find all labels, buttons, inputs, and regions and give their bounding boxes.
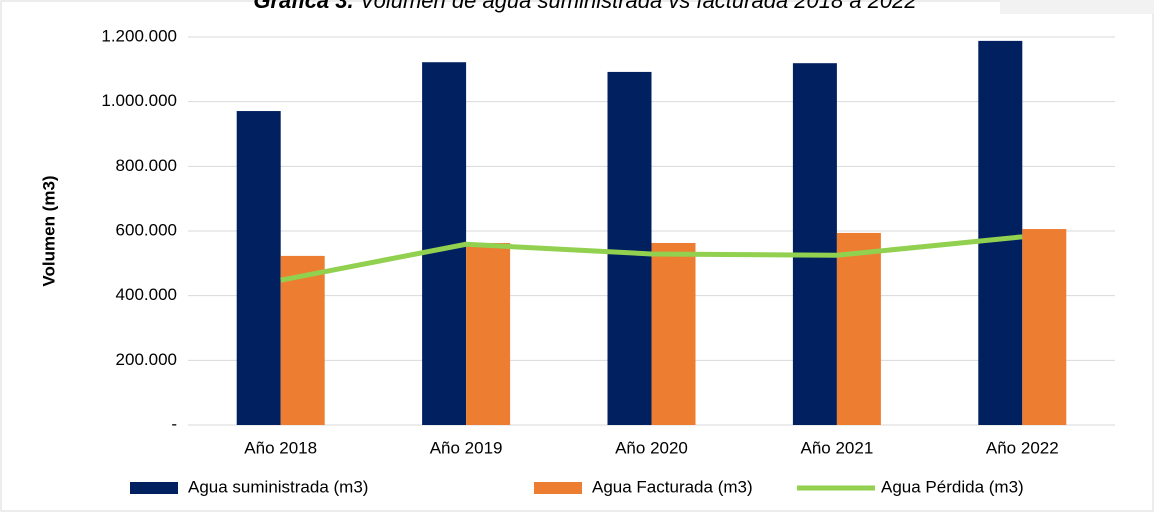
legend-label: Agua suministrada (m3) bbox=[188, 477, 368, 496]
bar bbox=[1022, 229, 1067, 425]
y-tick-label: 200.000 bbox=[116, 350, 177, 369]
y-axis-title: Volumen (m3) bbox=[39, 175, 58, 286]
x-tick-label: Año 2021 bbox=[801, 438, 874, 457]
x-tick-label: Año 2018 bbox=[244, 438, 317, 457]
y-tick-label: - bbox=[171, 414, 177, 433]
line-series bbox=[280, 234, 1023, 283]
chart-title: Gráfica 3. Volumen de agua suministrada … bbox=[253, 0, 916, 13]
legend-label: Agua Facturada (m3) bbox=[592, 477, 753, 496]
y-tick-label: 1.000.000 bbox=[101, 91, 177, 110]
bar bbox=[651, 242, 696, 425]
y-tick-label: 800.000 bbox=[116, 156, 177, 175]
y-tick-label: 400.000 bbox=[116, 285, 177, 304]
legend-swatch bbox=[130, 482, 178, 494]
y-tick-label: 1.200.000 bbox=[101, 26, 177, 45]
x-tick-label: Año 2020 bbox=[615, 438, 688, 457]
x-tick-label: Año 2022 bbox=[986, 438, 1059, 457]
bar bbox=[978, 40, 1023, 425]
x-tick-label: Año 2019 bbox=[430, 438, 503, 457]
bar bbox=[836, 232, 881, 425]
legend-label: Agua Pérdida (m3) bbox=[881, 477, 1024, 496]
y-tick-label: 600.000 bbox=[116, 220, 177, 239]
bar bbox=[792, 63, 837, 425]
title-text: Volumen de agua suministrada vs facturad… bbox=[360, 0, 917, 13]
bar bbox=[280, 255, 325, 425]
title-label: Gráfica 3. bbox=[253, 0, 353, 13]
bar bbox=[236, 111, 281, 425]
title-background bbox=[1000, 0, 1154, 14]
bar bbox=[607, 71, 652, 426]
legend-swatch bbox=[534, 482, 582, 494]
bar bbox=[466, 242, 511, 425]
